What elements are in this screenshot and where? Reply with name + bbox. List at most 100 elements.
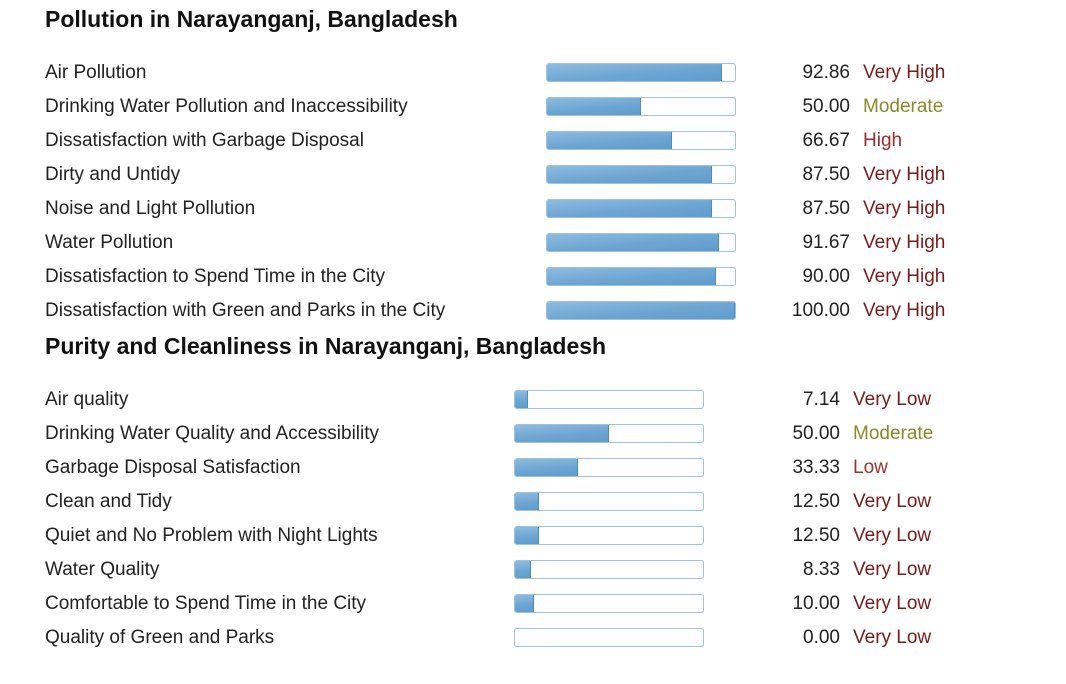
pollution-row-bar [546, 267, 736, 286]
purity-row-bar-fill [515, 561, 531, 578]
pollution-row-value: 50.00 [802, 96, 850, 117]
purity-row-level: Very Low [853, 389, 932, 410]
pollution-rows: Air Pollution 92.86 Very High Drinking Wate… [45, 56, 945, 328]
pollution-row: Dissatisfaction with Green and Parks in … [45, 294, 945, 328]
pollution-row-bar-fill [547, 132, 673, 149]
purity-row-label: Drinking Water Quality and Accessibility [45, 423, 380, 444]
pollution-section-title: Pollution in Narayanganj, Bangladesh [45, 6, 458, 32]
pollution-row: Noise and Light Pollution 87.50 Very High [45, 192, 945, 226]
purity-row-bar [514, 492, 704, 511]
purity-row-value: 8.33 [803, 559, 840, 580]
purity-row-level: Very Low [853, 593, 932, 614]
purity-row-bar-fill [515, 493, 539, 510]
pollution-row-level: Very High [863, 232, 946, 253]
pollution-row-value: 100.00 [791, 300, 850, 321]
purity-row-value: 12.50 [792, 525, 840, 546]
pollution-row: Water Pollution 91.67 Very High [45, 226, 945, 260]
purity-row: Comfortable to Spend Time in the City 10.… [45, 587, 931, 621]
pollution-row-bar [546, 131, 736, 150]
purity-row-value: 10.00 [792, 593, 840, 614]
purity-row: Quiet and No Problem with Night Lights 12… [45, 519, 931, 553]
pollution-row-label: Dissatisfaction with Green and Parks in … [45, 300, 446, 321]
purity-row-label: Air quality [45, 389, 129, 410]
pollution-row: Air Pollution 92.86 Very High [45, 56, 945, 90]
purity-row-bar [514, 424, 704, 443]
purity-row: Clean and Tidy 12.50 Very Low [45, 485, 931, 519]
purity-row: Air quality 7.14 Very Low [45, 383, 931, 417]
purity-row-value: 50.00 [792, 423, 840, 444]
pollution-row-bar-fill [547, 302, 735, 319]
pollution-row-level: Very High [863, 198, 946, 219]
purity-row-bar-fill [515, 595, 534, 612]
pollution-row-bar-fill [547, 268, 717, 285]
pollution-row-bar [546, 165, 736, 184]
purity-row-label: Quality of Green and Parks [45, 627, 275, 648]
pollution-row-label: Air Pollution [45, 62, 147, 83]
pollution-row-label: Drinking Water Pollution and Inaccessibi… [45, 96, 408, 117]
purity-row: Drinking Water Quality and Accessibility… [45, 417, 933, 451]
purity-row-value: 0.00 [803, 627, 840, 648]
pollution-row-value: 91.67 [802, 232, 850, 253]
purity-row-level: Very Low [853, 627, 932, 648]
purity-row-bar-fill [515, 391, 529, 408]
pollution-row-value: 90.00 [802, 266, 850, 287]
pollution-row-bar-fill [547, 166, 712, 183]
purity-rows: Air quality 7.14 Very Low Drinking Water Qu… [45, 383, 933, 655]
purity-row-bar-fill [515, 459, 578, 476]
purity-row-level: Very Low [853, 559, 932, 580]
pollution-row-bar-fill [547, 98, 641, 115]
pollution-row-value: 87.50 [802, 164, 850, 185]
purity-row-label: Quiet and No Problem with Night Lights [45, 525, 378, 546]
purity-row-value: 7.14 [803, 389, 840, 410]
pollution-row-bar [546, 233, 736, 252]
purity-row-value: 33.33 [792, 457, 840, 478]
purity-row-bar [514, 526, 704, 545]
pollution-row-bar-fill [547, 64, 722, 81]
purity-section: Purity and Cleanliness in Narayanganj, B… [45, 332, 933, 655]
purity-row-level: Very Low [853, 525, 932, 546]
purity-row-bar [514, 628, 704, 647]
pollution-row-level: Very High [863, 62, 946, 83]
pollution-row-level: Very High [863, 164, 946, 185]
pollution-row-bar [546, 63, 736, 82]
pollution-row-level: Very High [863, 266, 946, 287]
pollution-row-bar [546, 199, 736, 218]
pollution-row-label: Water Pollution [45, 232, 174, 253]
pollution-row-label: Noise and Light Pollution [45, 198, 256, 219]
purity-section-title: Purity and Cleanliness in Narayanganj, B… [45, 333, 607, 359]
pollution-row-bar-fill [547, 200, 712, 217]
purity-row-level: Low [853, 457, 888, 478]
purity-row-label: Clean and Tidy [45, 491, 172, 512]
pollution-row-label: Dissatisfaction to Spend Time in the Cit… [45, 266, 386, 287]
pollution-row-value: 87.50 [802, 198, 850, 219]
pollution-row-label: Dissatisfaction with Garbage Disposal [45, 130, 364, 151]
purity-row-bar-fill [515, 425, 609, 442]
purity-row-label: Comfortable to Spend Time in the City [45, 593, 367, 614]
purity-row-bar [514, 458, 704, 477]
pollution-row: Drinking Water Pollution and Inaccessibi… [45, 90, 943, 124]
pollution-row: Dirty and Untidy 87.50 Very High [45, 158, 945, 192]
purity-row-bar-fill [515, 527, 539, 544]
pollution-row-level: Moderate [863, 96, 944, 117]
purity-row: Garbage Disposal Satisfaction 33.33 Low [45, 451, 888, 485]
purity-row: Quality of Green and Parks 0.00 Very Low [45, 621, 931, 655]
pollution-row-level: High [863, 130, 903, 151]
purity-row-label: Water Quality [45, 559, 160, 580]
pollution-row-label: Dirty and Untidy [45, 164, 181, 185]
purity-row-bar [514, 390, 704, 409]
purity-row-bar [514, 594, 704, 613]
purity-row: Water Quality 8.33 Very Low [45, 553, 931, 587]
pollution-row-bar-fill [547, 234, 720, 251]
pollution-row-bar [546, 301, 736, 320]
pollution-row-level: Very High [863, 300, 946, 321]
pollution-row: Dissatisfaction with Garbage Disposal 66.… [45, 124, 902, 158]
pollution-row-bar [546, 97, 736, 116]
pollution-row-value: 92.86 [802, 62, 850, 83]
purity-row-level: Moderate [853, 423, 934, 444]
pollution-section: Pollution in Narayanganj, Bangladesh Air… [45, 5, 945, 328]
purity-row-bar [514, 560, 704, 579]
purity-row-label: Garbage Disposal Satisfaction [45, 457, 301, 478]
purity-row-level: Very Low [853, 491, 932, 512]
pollution-row: Dissatisfaction to Spend Time in the Cit… [45, 260, 945, 294]
pollution-row-value: 66.67 [802, 130, 850, 151]
